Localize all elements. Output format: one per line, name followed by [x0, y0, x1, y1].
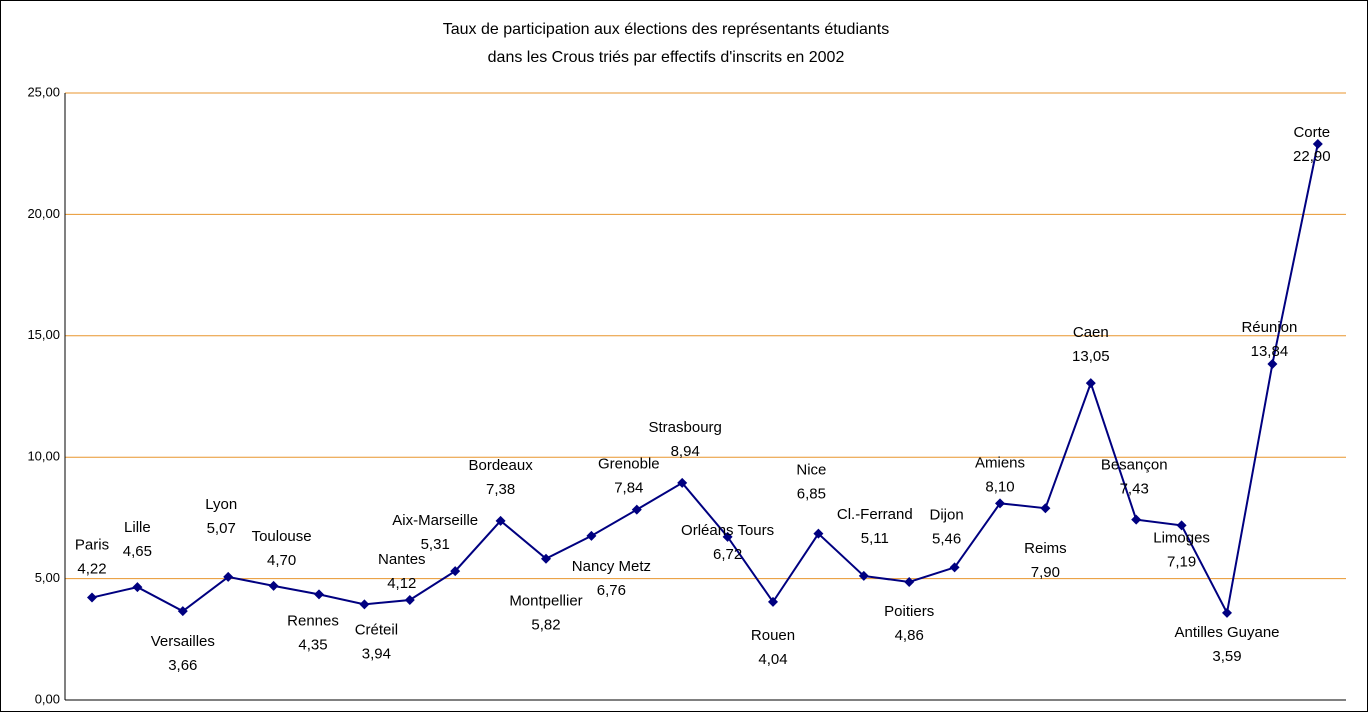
- value-label: 6,76: [597, 582, 626, 599]
- value-label: 7,90: [1031, 564, 1060, 581]
- value-label: 7,43: [1120, 481, 1149, 498]
- value-label: 4,22: [77, 561, 106, 578]
- point-marker: [132, 582, 143, 593]
- point-marker: [813, 528, 824, 539]
- line: [91, 143, 1319, 616]
- point-marker: [768, 596, 778, 607]
- value-label: 8,10: [985, 478, 1014, 495]
- point-marker: [995, 498, 1005, 509]
- value-label: 5,31: [421, 536, 450, 553]
- category-label: Bordeaux: [468, 457, 533, 474]
- y-tick-label: 15,00: [27, 327, 60, 342]
- category-label: Grenoble: [598, 456, 660, 473]
- category-label: Nancy Metz: [572, 558, 651, 575]
- category-label: Amiens: [975, 454, 1025, 471]
- point-marker: [586, 530, 597, 541]
- point-marker: [314, 589, 324, 600]
- value-label: 5,82: [531, 617, 560, 634]
- category-label: Caen: [1073, 324, 1109, 341]
- value-label: 8,94: [671, 443, 700, 460]
- point-marker: [904, 576, 915, 587]
- category-label: Toulouse: [252, 528, 312, 545]
- category-label: Dijon: [930, 506, 964, 523]
- category-label: Strasbourg: [649, 419, 722, 436]
- category-label: Rouen: [751, 627, 795, 644]
- point-marker: [1176, 520, 1187, 531]
- value-label: 4,65: [123, 543, 152, 560]
- category-label: Nice: [796, 462, 826, 479]
- value-label: 5,11: [861, 530, 889, 547]
- value-label: 4,86: [895, 627, 924, 644]
- category-label: Limoges: [1153, 529, 1210, 546]
- category-label: Rennes: [287, 612, 339, 629]
- category-label: Créteil: [355, 621, 398, 638]
- chart-title: Taux de participation aux élections des …: [443, 21, 890, 38]
- category-label: Nantes: [378, 551, 426, 568]
- value-label: 5,46: [932, 530, 961, 547]
- value-label: 6,85: [797, 486, 826, 503]
- value-label: 4,12: [387, 575, 416, 592]
- category-label: Orléans Tours: [681, 522, 774, 539]
- y-tick-label: 25,00: [27, 84, 60, 99]
- point-marker: [541, 553, 551, 564]
- point-marker: [268, 580, 279, 591]
- point-marker: [1312, 138, 1323, 149]
- point-marker: [87, 592, 97, 603]
- value-label: 13,05: [1072, 348, 1110, 365]
- point-marker: [495, 515, 506, 526]
- y-tick-label: 0,00: [35, 691, 60, 706]
- value-label: 3,94: [362, 645, 391, 662]
- category-label: Reims: [1024, 540, 1067, 557]
- value-label: 3,66: [168, 657, 197, 674]
- category-label: Antilles Guyane: [1174, 624, 1279, 641]
- value-label: 7,84: [614, 480, 643, 497]
- value-label: 3,59: [1212, 648, 1241, 665]
- y-tick-label: 20,00: [27, 206, 60, 221]
- value-label: 4,70: [267, 552, 296, 569]
- category-label: Lille: [124, 519, 151, 536]
- category-label: Versailles: [151, 633, 215, 650]
- point-marker: [177, 606, 188, 617]
- point-marker: [677, 477, 688, 488]
- point-marker: [858, 570, 869, 581]
- category-label: Aix-Marseille: [392, 512, 478, 529]
- category-label: Montpellier: [509, 593, 582, 610]
- value-label: 4,35: [298, 636, 327, 653]
- point-marker: [631, 504, 642, 515]
- category-label: Besançon: [1101, 457, 1168, 474]
- value-label: 22,90: [1293, 148, 1331, 165]
- point-marker: [1222, 607, 1232, 618]
- category-label: Poitiers: [884, 603, 934, 620]
- point-marker: [1131, 514, 1142, 525]
- category-label: Cl.-Ferrand: [837, 506, 913, 523]
- value-label: 13,84: [1251, 343, 1289, 360]
- category-label: Réunion: [1241, 319, 1297, 336]
- point-marker: [722, 531, 733, 542]
- category-label: Lyon: [205, 496, 237, 513]
- value-label: 4,04: [758, 651, 787, 668]
- y-tick-label: 10,00: [27, 449, 60, 464]
- point-marker: [404, 594, 415, 605]
- point-marker: [223, 571, 234, 582]
- value-label: 7,38: [486, 481, 515, 498]
- category-label: Paris: [75, 537, 109, 554]
- category-label: Corte: [1293, 124, 1330, 141]
- value-label: 6,72: [713, 546, 742, 563]
- point-marker: [949, 562, 960, 573]
- chart-title: dans les Crous triés par effectifs d'ins…: [488, 49, 845, 66]
- value-label: 7,19: [1167, 553, 1196, 570]
- point-marker: [1085, 378, 1096, 389]
- value-label: 5,07: [207, 520, 236, 537]
- point-marker: [359, 599, 370, 610]
- point-marker: [450, 566, 461, 577]
- y-tick-label: 5,00: [35, 570, 60, 585]
- point-marker: [1040, 503, 1051, 514]
- point-marker: [1267, 358, 1278, 369]
